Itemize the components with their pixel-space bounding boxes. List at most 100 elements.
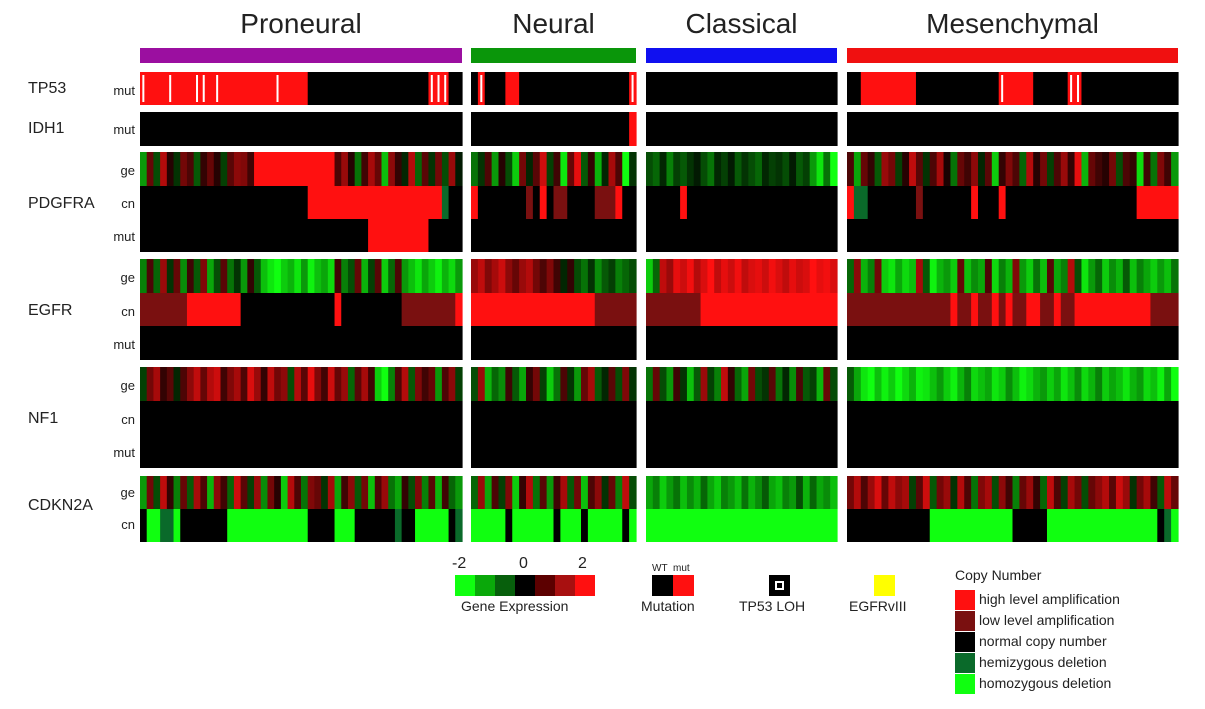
- heat-cell-cdkn2a_cn: [374, 509, 383, 542]
- heat-cell-cdkn2a_cn: [180, 509, 188, 542]
- heat-cell-egfr_ge: [539, 259, 548, 293]
- heat-cell-nf1_ge: [601, 367, 610, 401]
- heat-cell-pdgfra_ge: [984, 152, 993, 186]
- heat-cell-nf1_mut: [1129, 434, 1138, 468]
- heat-cell-pdgfra_cn: [646, 186, 654, 219]
- heat-cell-cdkn2a_ge: [721, 476, 729, 509]
- heat-cell-egfr_mut: [173, 326, 181, 360]
- heat-cell-nf1_cn: [327, 401, 336, 434]
- heat-cell-egfr_mut: [830, 326, 838, 360]
- heat-cell-egfr_mut: [761, 326, 770, 360]
- heat-cell-tp53_mut: [957, 72, 965, 105]
- heat-cell-egfr_cn: [615, 293, 623, 326]
- heat-cell-nf1_mut: [146, 434, 155, 468]
- heat-cell-nf1_cn: [347, 401, 356, 434]
- heat-cell-cdkn2a_ge: [368, 476, 376, 509]
- heat-cell-pdgfra_ge: [755, 152, 763, 186]
- heat-cell-pdgfra_cn: [448, 186, 456, 219]
- heat-cell-cdkn2a_cn: [321, 509, 329, 542]
- heat-cell-nf1_cn: [519, 401, 527, 434]
- heat-cell-idh1_mut: [287, 112, 295, 146]
- heat-cell-pdgfra_ge: [301, 152, 309, 186]
- gene-label-egfr: EGFR: [28, 302, 73, 319]
- heat-cell-nf1_mut: [809, 434, 818, 468]
- heat-cell-pdgfra_cn: [929, 186, 938, 219]
- heat-cell-egfr_ge: [629, 259, 637, 293]
- heat-cell-pdgfra_mut: [512, 219, 520, 252]
- heat-cell-egfr_cn: [881, 293, 889, 326]
- heat-cell-nf1_mut: [1019, 434, 1027, 468]
- group-gap: [130, 146, 1190, 152]
- heat-cell-idh1_mut: [1026, 112, 1034, 146]
- heat-cell-egfr_ge: [601, 259, 610, 293]
- heat-cell-nf1_ge: [327, 367, 336, 401]
- heat-cell-pdgfra_ge: [789, 152, 797, 186]
- heat-cell-idh1_mut: [867, 112, 876, 146]
- heat-cell-pdgfra_mut: [902, 219, 910, 252]
- heat-cell-egfr_cn: [526, 293, 534, 326]
- heat-cell-cdkn2a_cn: [1136, 509, 1145, 542]
- heat-cell-pdgfra_ge: [146, 152, 155, 186]
- heat-cell-egfr_ge: [964, 259, 972, 293]
- heat-cell-nf1_cn: [361, 401, 369, 434]
- heat-cell-pdgfra_ge: [368, 152, 376, 186]
- heat-cell-egfr_ge: [680, 259, 688, 293]
- heat-cell-tp53_mut: [512, 72, 520, 105]
- heat-cell-egfr_ge: [830, 259, 838, 293]
- heat-cell-pdgfra_ge: [471, 152, 479, 186]
- heat-cell-nf1_ge: [1026, 367, 1034, 401]
- heat-cell-nf1_mut: [498, 434, 506, 468]
- heat-cell-idh1_mut: [421, 112, 430, 146]
- heat-cell-nf1_cn: [748, 401, 756, 434]
- heat-cell-cdkn2a_cn: [984, 509, 993, 542]
- heat-cell-cdkn2a_cn: [860, 509, 869, 542]
- heat-cell-pdgfra_ge: [213, 152, 222, 186]
- heat-cell-cdkn2a_cn: [560, 509, 568, 542]
- heat-cell-egfr_ge: [755, 259, 763, 293]
- heat-cell-nf1_cn: [888, 401, 896, 434]
- heat-cell-pdgfra_mut: [915, 219, 924, 252]
- heat-cell-egfr_ge: [622, 259, 630, 293]
- heat-cell-tp53_mut: [700, 72, 708, 105]
- heat-cell-cdkn2a_cn: [1150, 509, 1158, 542]
- group-gap: [130, 105, 1190, 112]
- heat-cell-pdgfra_ge: [361, 152, 369, 186]
- heat-cell-egfr_cn: [247, 293, 255, 326]
- heat-cell-nf1_mut: [1150, 434, 1158, 468]
- heat-cell-pdgfra_cn: [587, 186, 596, 219]
- heat-cell-cdkn2a_cn: [721, 509, 729, 542]
- heat-cell-cdkn2a_cn: [686, 509, 695, 542]
- heat-cell-pdgfra_mut: [1164, 219, 1172, 252]
- heat-cell-nf1_ge: [629, 367, 637, 401]
- heat-cell-tp53_mut: [1026, 72, 1034, 105]
- heat-cell-nf1_mut: [314, 434, 322, 468]
- heat-cell-idh1_mut: [532, 112, 541, 146]
- heat-cell-pdgfra_ge: [1157, 152, 1165, 186]
- heat-cell-egfr_mut: [140, 326, 148, 360]
- heat-cell-cdkn2a_cn: [455, 509, 463, 542]
- heat-cell-pdgfra_ge: [1095, 152, 1103, 186]
- heat-cell-nf1_cn: [809, 401, 818, 434]
- heat-cell-nf1_mut: [707, 434, 715, 468]
- heat-cell-cdkn2a_cn: [526, 509, 534, 542]
- heat-cell-idh1_mut: [428, 112, 436, 146]
- heat-cell-nf1_cn: [629, 401, 637, 434]
- heat-cell-egfr_ge: [1046, 259, 1055, 293]
- heat-cell-egfr_cn: [847, 293, 855, 326]
- heat-cell-cdkn2a_ge: [816, 476, 824, 509]
- heat-cell-egfr_ge: [1095, 259, 1103, 293]
- heat-cell-egfr_mut: [1081, 326, 1089, 360]
- heat-cell-idh1_mut: [741, 112, 749, 146]
- heat-cell-cdkn2a_ge: [755, 476, 763, 509]
- heat-cell-pdgfra_mut: [1171, 219, 1179, 252]
- heat-cell-tp53_mut: [1150, 72, 1158, 105]
- heat-cell-cdkn2a_cn: [539, 509, 548, 542]
- heat-cell-egfr_cn: [448, 293, 456, 326]
- heat-cell-idh1_mut: [721, 112, 729, 146]
- heat-cell-nf1_cn: [734, 401, 743, 434]
- heat-cell-egfr_ge: [1074, 259, 1083, 293]
- heat-cell-pdgfra_ge: [775, 152, 784, 186]
- heat-cell-nf1_ge: [408, 367, 416, 401]
- heat-cell-egfr_ge: [1081, 259, 1089, 293]
